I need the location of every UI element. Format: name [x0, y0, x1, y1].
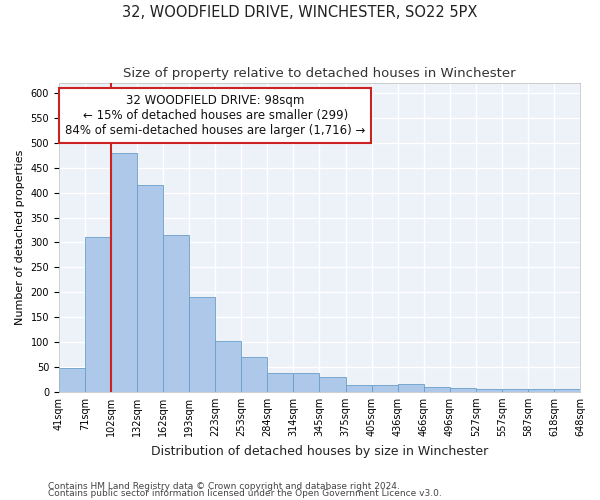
Bar — [268, 373, 293, 392]
Bar — [163, 235, 189, 392]
Bar — [111, 153, 137, 392]
Text: 32, WOODFIELD DRIVE, WINCHESTER, SO22 5PX: 32, WOODFIELD DRIVE, WINCHESTER, SO22 5P… — [122, 5, 478, 20]
Y-axis label: Number of detached properties: Number of detached properties — [15, 150, 25, 325]
Bar — [554, 390, 580, 392]
Bar — [319, 377, 346, 392]
Bar — [424, 387, 450, 392]
Bar — [346, 385, 371, 392]
Bar — [85, 237, 111, 392]
Bar — [215, 340, 241, 392]
Bar — [476, 390, 502, 392]
Bar — [371, 386, 398, 392]
Bar — [189, 297, 215, 392]
Bar — [137, 185, 163, 392]
Bar — [450, 388, 476, 392]
Bar — [59, 368, 85, 392]
Bar — [241, 357, 268, 392]
Bar — [528, 390, 554, 392]
Text: Contains HM Land Registry data © Crown copyright and database right 2024.: Contains HM Land Registry data © Crown c… — [48, 482, 400, 491]
X-axis label: Distribution of detached houses by size in Winchester: Distribution of detached houses by size … — [151, 444, 488, 458]
Bar — [293, 373, 319, 392]
Bar — [502, 390, 528, 392]
Bar — [398, 384, 424, 392]
Title: Size of property relative to detached houses in Winchester: Size of property relative to detached ho… — [123, 68, 516, 80]
Text: Contains public sector information licensed under the Open Government Licence v3: Contains public sector information licen… — [48, 490, 442, 498]
Text: 32 WOODFIELD DRIVE: 98sqm
← 15% of detached houses are smaller (299)
84% of semi: 32 WOODFIELD DRIVE: 98sqm ← 15% of detac… — [65, 94, 365, 137]
